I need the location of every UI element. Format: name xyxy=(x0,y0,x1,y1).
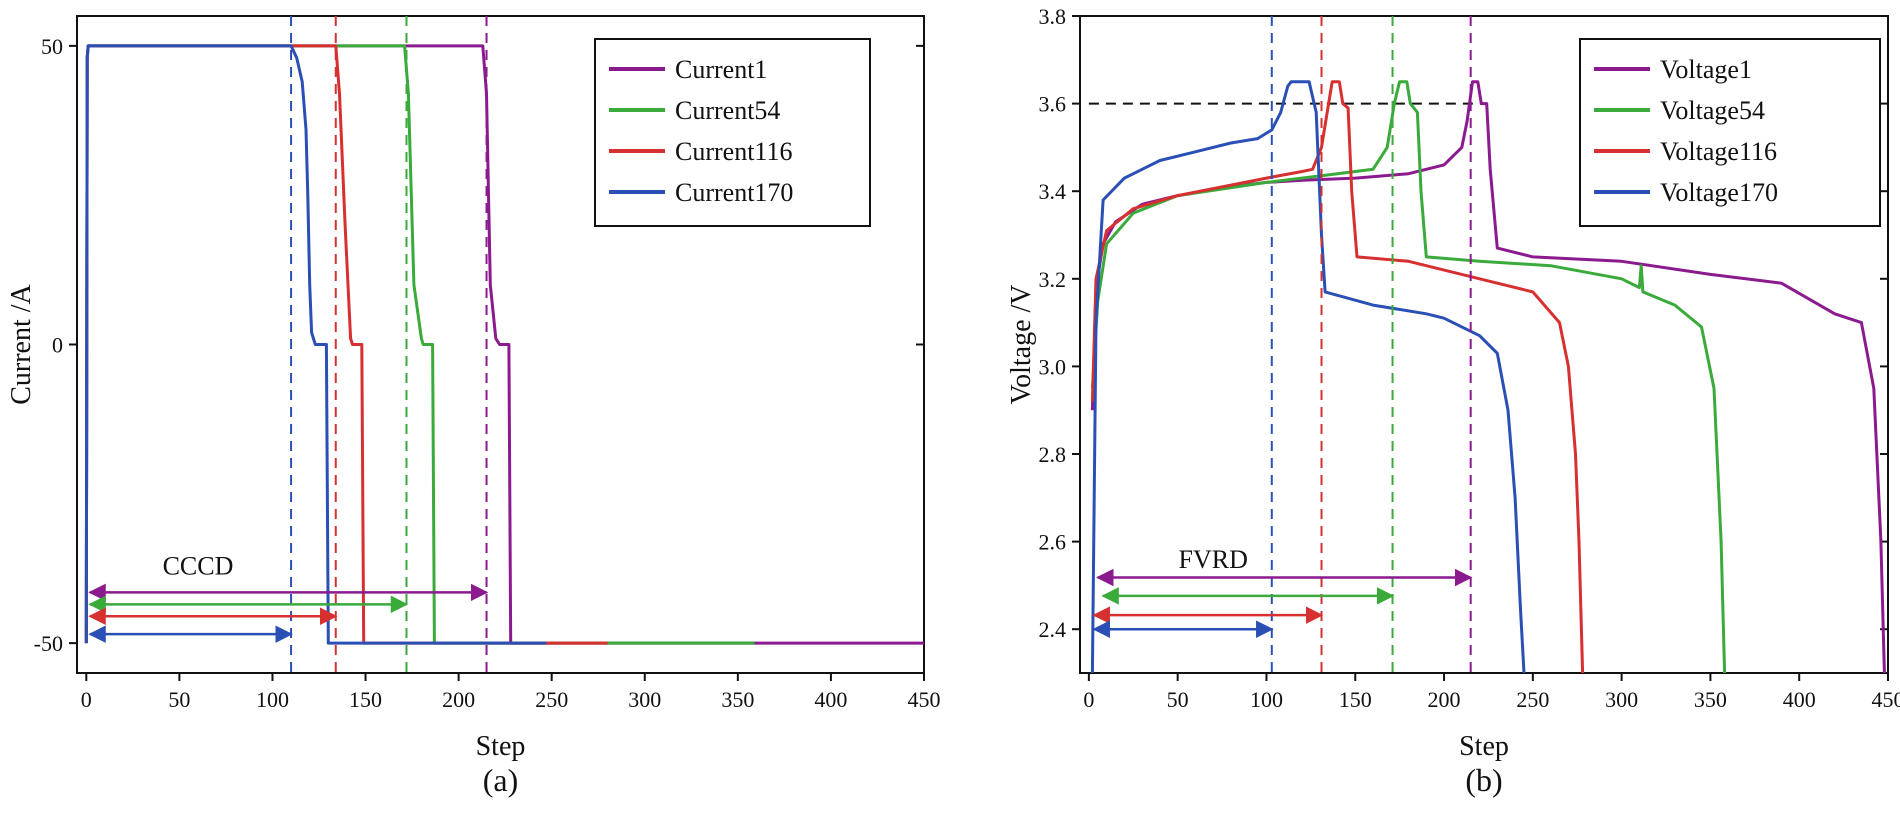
series-line-current170 xyxy=(84,44,547,645)
x-tick-label: 200 xyxy=(1428,687,1461,712)
y-tick-label: 50 xyxy=(41,34,63,59)
x-tick-label: 350 xyxy=(721,687,754,712)
series-line-voltage170 xyxy=(1090,80,1526,673)
x-tick-label: 400 xyxy=(814,687,847,712)
x-tick-label: 450 xyxy=(908,687,941,712)
x-tick-label: 150 xyxy=(349,687,382,712)
y-axis-title: Current /A xyxy=(6,283,37,404)
legend-entry: Voltage1 xyxy=(1660,55,1752,84)
y-tick-label: 2.6 xyxy=(1039,530,1067,555)
legend-entry: Current1 xyxy=(675,55,767,84)
panel-caption: (a) xyxy=(483,762,519,798)
x-tick-label: 300 xyxy=(1605,687,1638,712)
chart-panel-a: 0 50 100 150 200 250 300 350 400 450 -50 0 50 Step Cur… xyxy=(6,15,941,798)
legend-entry: Voltage170 xyxy=(1660,178,1778,207)
x-tick-label: 150 xyxy=(1339,687,1372,712)
legend-entry: Current54 xyxy=(675,96,780,125)
x-tick-label: 450 xyxy=(1872,687,1900,712)
y-tick-label: 2.8 xyxy=(1039,442,1067,467)
x-tick-label: 250 xyxy=(1516,687,1549,712)
x-tick-label: 300 xyxy=(628,687,661,712)
legend-entry: Voltage54 xyxy=(1660,96,1765,125)
y-tick-label: 3.6 xyxy=(1039,92,1067,117)
x-tick-label: 350 xyxy=(1694,687,1727,712)
x-axis-title: Step xyxy=(1459,731,1509,762)
x-tick-label: 50 xyxy=(168,687,190,712)
x-tick-label: 100 xyxy=(256,687,289,712)
legend-entry: Current116 xyxy=(675,137,792,166)
annotation-label: CCCD xyxy=(163,551,234,580)
y-tick-label: 3.0 xyxy=(1039,354,1067,379)
legend: Voltage1 Voltage54 Voltage116 Voltage170 xyxy=(1579,38,1881,227)
x-tick-label: 250 xyxy=(535,687,568,712)
y-tick-label: -50 xyxy=(34,631,63,656)
legend: Current1 Current54 Current116 Current170 xyxy=(594,38,871,227)
x-tick-label: 0 xyxy=(1083,687,1094,712)
plot-area xyxy=(1088,16,1886,673)
legend-entry: Voltage116 xyxy=(1660,137,1777,166)
series-line-voltage116 xyxy=(1090,80,1585,673)
x-tick-label: 400 xyxy=(1783,687,1816,712)
x-axis-title: Step xyxy=(476,731,526,762)
legend-entry: Current170 xyxy=(675,178,793,207)
annotation-label: FVRD xyxy=(1179,545,1248,574)
plot-frame xyxy=(1079,15,1889,674)
y-tick-label: 3.2 xyxy=(1039,267,1067,292)
panel-caption: (b) xyxy=(1465,762,1502,798)
y-tick-label: 2.4 xyxy=(1039,617,1067,642)
x-tick-label: 200 xyxy=(442,687,475,712)
y-tick-label: 3.4 xyxy=(1039,179,1067,204)
chart-panel-b: 0 50 100 150 200 250 300 350 400 450 2.4 2.6 2.8 3.0 3… xyxy=(1006,4,1900,798)
y-tick-label: 0 xyxy=(52,333,63,358)
y-axis-title: Voltage /V xyxy=(1006,284,1037,404)
plot-area xyxy=(84,16,924,673)
x-tick-label: 100 xyxy=(1250,687,1283,712)
y-tick-label: 3.8 xyxy=(1039,4,1067,29)
x-tick-label: 50 xyxy=(1167,687,1189,712)
x-tick-label: 0 xyxy=(81,687,92,712)
